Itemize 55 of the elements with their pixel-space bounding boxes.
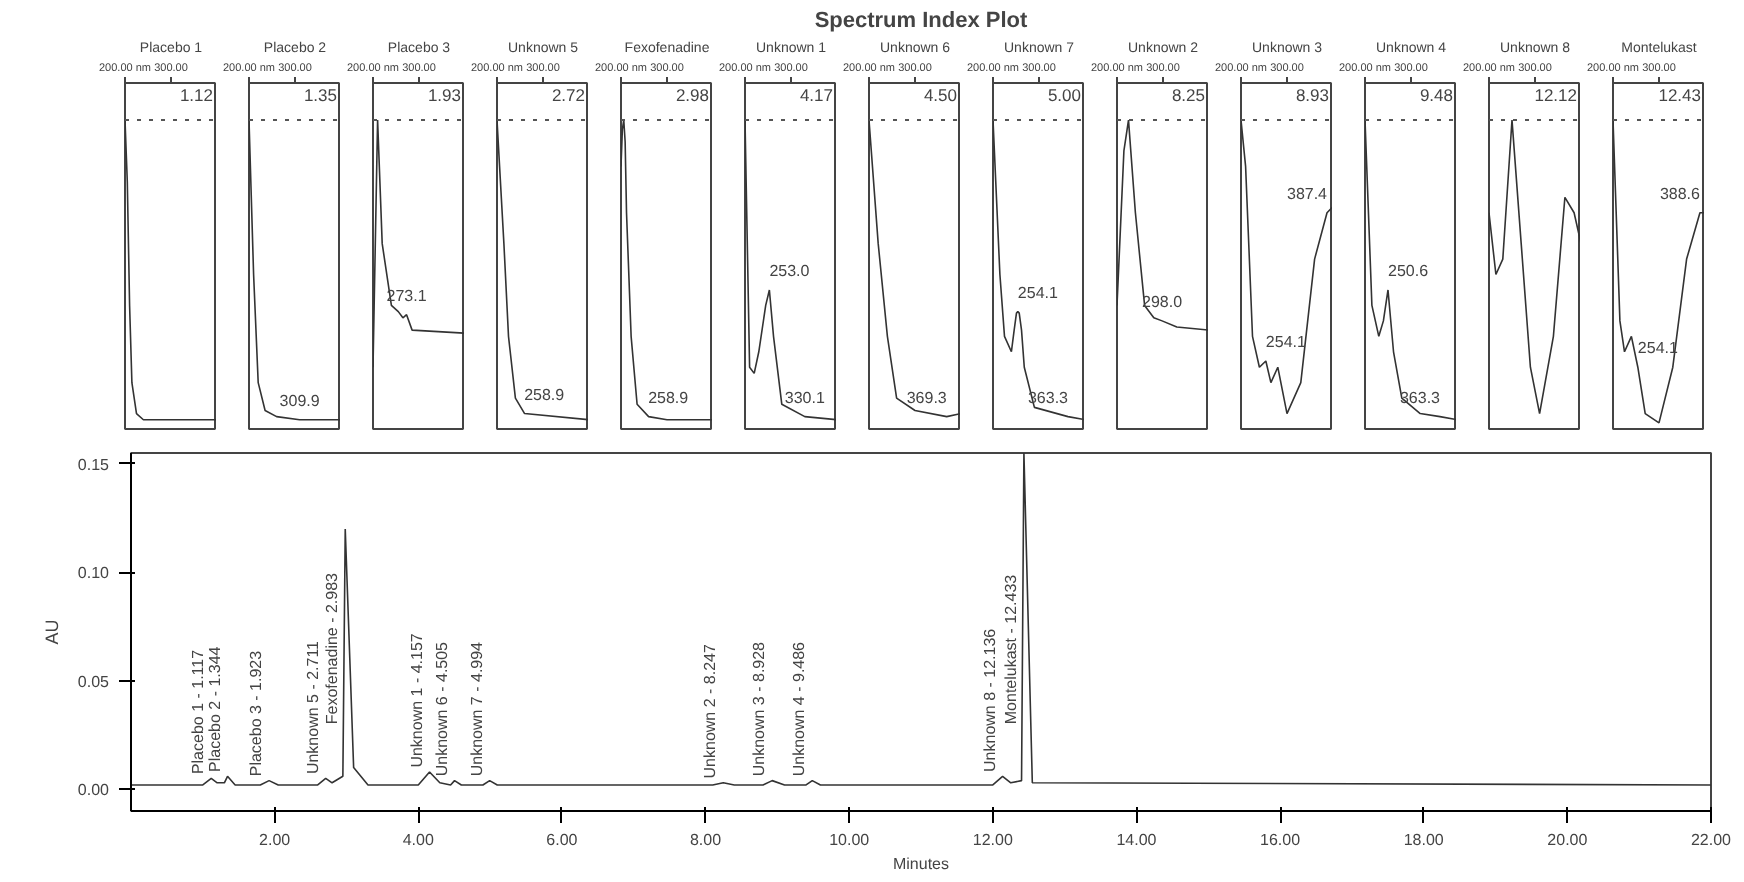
x-tick-label: 4.00	[402, 831, 435, 849]
y-tick-label: 0.15	[77, 455, 111, 474]
annotation: 254.1	[1017, 283, 1059, 302]
x-tick-label: 14.00	[1116, 831, 1158, 849]
annotation: Unknown 2 - 8.247	[701, 643, 720, 779]
x-tick-label: 18.00	[1403, 831, 1445, 849]
text: Spectrum Index Plot	[814, 9, 1029, 34]
annotation: 250.6	[1388, 261, 1430, 280]
y-tick-label: 0.00	[77, 781, 111, 800]
annotation: 309.9	[279, 391, 321, 410]
annotation: Unknown 4 - 9.486	[790, 640, 809, 777]
x-axis-title: Minutes	[892, 855, 950, 873]
annotation: 254.1	[1265, 333, 1307, 352]
text: 4.50	[923, 85, 958, 105]
annotation: Unknown 3 - 8.928	[750, 640, 769, 777]
annotation: Placebo 2 - 1.344	[205, 645, 224, 772]
annotation: 387.4	[1286, 184, 1329, 203]
x-tick-label: 2.00	[259, 831, 292, 849]
annotation: 388.6	[1659, 184, 1702, 203]
annotation: Unknown 5 - 2.711	[303, 639, 322, 775]
annotation: Unknown 8 - 12.136	[980, 627, 999, 772]
y-tick-label: 0.05	[77, 672, 111, 691]
x-tick-label: 6.00	[546, 831, 579, 849]
annotation: Montelukast - 12.433	[1001, 573, 1020, 725]
text: 2.72	[551, 85, 586, 105]
x-tick-label: 10.00	[829, 831, 871, 849]
x-tick-label: 8.00	[689, 831, 723, 849]
annotation: 258.9	[648, 388, 690, 407]
text: 8.93	[1295, 85, 1330, 105]
x-tick-label: 20.00	[1547, 831, 1589, 849]
y-tick-label: 0.10	[77, 564, 111, 583]
text: 8.25	[1171, 85, 1206, 105]
annotation: Placebo 1 - 1.117	[189, 648, 208, 775]
annotation: 330.1	[784, 388, 826, 407]
text: 5.00	[1047, 85, 1082, 105]
text: 1.12	[179, 85, 214, 105]
text: 1.35	[303, 85, 338, 105]
text: 12.12	[1534, 85, 1578, 105]
annotation: Unknown 7 - 4.994	[467, 640, 486, 777]
text: 2.98	[675, 85, 710, 105]
text: 1.93	[427, 85, 462, 105]
x-tick-label: 16.00	[1260, 831, 1302, 849]
annotation: Unknown 6 - 4.505	[432, 640, 451, 777]
annotation: 253.0	[769, 261, 811, 280]
text: 12.43	[1658, 85, 1702, 105]
annotation: Fexofenadine - 2.983	[323, 571, 342, 725]
y-axis-title: AU	[41, 619, 62, 645]
x-tick-label: 22.00	[1690, 831, 1733, 849]
annotation: 258.9	[524, 385, 566, 404]
text: 4.17	[799, 85, 834, 105]
annotation: Placebo 3 - 1.923	[247, 649, 266, 777]
annotation: 369.3	[906, 388, 948, 407]
text: 9.48	[1419, 85, 1454, 105]
x-tick-label: 12.00	[972, 831, 1014, 849]
annotation: Unknown 1 - 4.157	[407, 632, 426, 768]
